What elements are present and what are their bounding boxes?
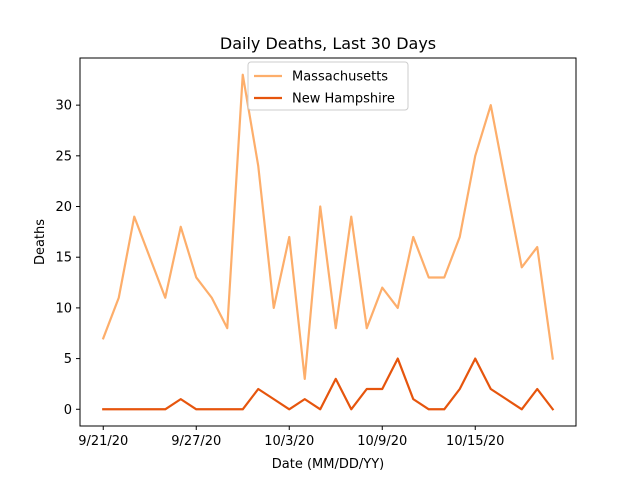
y-axis-ticks: 0 5 10 15 20 25 30 xyxy=(55,99,80,418)
series-lines xyxy=(101,73,555,411)
x-tick-label: 10/15/20 xyxy=(446,434,504,449)
x-tick-label: 9/21/20 xyxy=(78,434,128,449)
x-axis-ticks: 9/21/20 9/27/20 10/3/20 10/9/20 10/15/20 xyxy=(78,426,504,449)
x-axis-label: Date (MM/DD/YY) xyxy=(272,457,384,472)
y-tick-label: 25 xyxy=(55,149,72,164)
series-line-massachusetts xyxy=(101,73,554,380)
legend-label: New Hampshire xyxy=(292,92,395,107)
legend-box xyxy=(247,61,409,111)
x-tick-label: 9/27/20 xyxy=(171,434,221,449)
y-tick-label: 5 xyxy=(64,352,72,367)
y-tick-label: 15 xyxy=(55,251,72,266)
legend: Massachusetts New Hampshire xyxy=(247,61,409,111)
x-tick-label: 10/9/20 xyxy=(357,434,407,449)
chart-title: Daily Deaths, Last 30 Days xyxy=(220,34,436,53)
y-tick-label: 30 xyxy=(55,99,72,114)
x-tick-label: 10/3/20 xyxy=(264,434,314,449)
y-tick-label: 0 xyxy=(64,403,72,418)
y-tick-label: 20 xyxy=(55,200,72,215)
series-line-new-hampshire xyxy=(102,357,555,411)
y-tick-label: 10 xyxy=(55,301,72,316)
legend-label: Massachusetts xyxy=(292,70,388,85)
y-axis-label: Deaths xyxy=(33,219,48,265)
plot-area-frame xyxy=(79,57,577,427)
